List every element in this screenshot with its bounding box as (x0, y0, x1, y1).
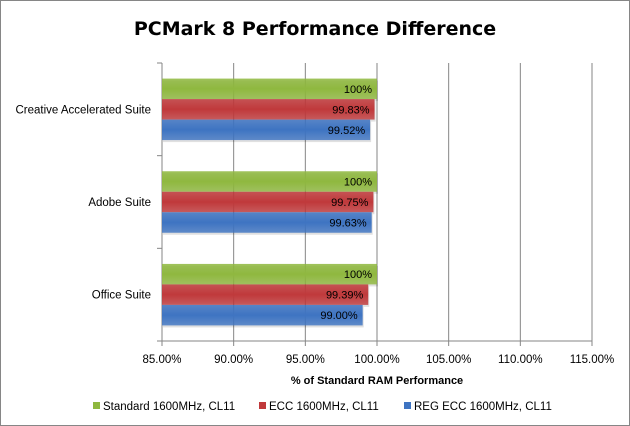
category-label: Adobe Suite (88, 197, 151, 209)
legend-label: Standard 1600MHz, CL11 (103, 401, 235, 413)
bar-standard-1600mhz-cl11 (162, 263, 377, 285)
data-label: 100% (344, 177, 372, 189)
bar-reg-ecc-1600mhz-cl11 (162, 212, 372, 233)
category-label: Creative Accelerated Suite (15, 104, 151, 116)
bar-standard-1600mhz-cl11 (162, 78, 377, 100)
data-label: 100% (344, 84, 372, 96)
bar-ecc-1600mhz-cl11 (162, 284, 369, 305)
legend-swatch (259, 402, 266, 409)
bar-ecc-1600mhz-cl11 (162, 99, 375, 120)
data-label: 99.52% (328, 125, 366, 137)
x-tick-label: 100.00% (354, 354, 399, 366)
data-label: 99.63% (329, 218, 367, 230)
x-tick-label: 110.00% (498, 354, 543, 366)
x-tick-label: 90.00% (214, 354, 253, 366)
data-label: 99.39% (326, 290, 364, 302)
bar-reg-ecc-1600mhz-cl11 (162, 304, 363, 326)
bar-reg-ecc-1600mhz-cl11 (162, 119, 371, 141)
x-tick-label: 105.00% (426, 354, 471, 366)
x-axis-label: % of Standard RAM Performance (291, 375, 463, 387)
data-label: 99.83% (332, 104, 370, 116)
data-label: 100% (344, 269, 372, 281)
x-tick-label: 95.00% (286, 354, 325, 366)
x-tick-label: 115.00% (570, 354, 615, 366)
data-label: 99.75% (331, 197, 369, 209)
x-tick-label: 85.00% (142, 354, 181, 366)
legend-label: ECC 1600MHz, CL11 (269, 401, 379, 413)
bar-standard-1600mhz-cl11 (162, 171, 377, 192)
legend-swatch (93, 402, 100, 409)
legend-swatch (404, 402, 411, 409)
bar-ecc-1600mhz-cl11 (162, 191, 374, 213)
chart-title: PCMark 8 Performance Difference (134, 18, 496, 40)
data-label: 99.00% (320, 310, 358, 322)
legend-label: REG ECC 1600MHz, CL11 (414, 401, 552, 413)
category-label: Office Suite (92, 290, 151, 302)
